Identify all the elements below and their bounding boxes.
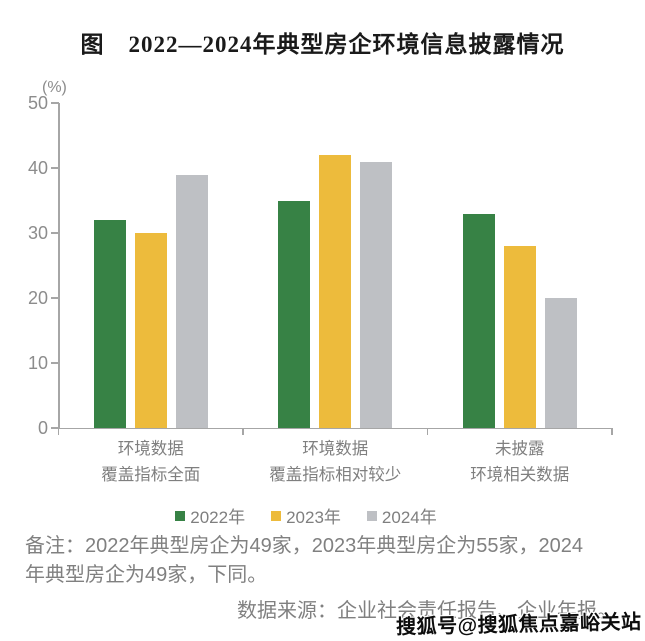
chart-note: 备注：2022年典型房企为49家，2023年典型房企为55家，2024年典型房企… — [25, 535, 583, 586]
x-axis-category-label-3: 未披露 环境相关数据 — [428, 437, 613, 488]
bar-2022年-group3 — [462, 213, 495, 428]
bar-2024年-group2 — [360, 161, 393, 428]
y-axis-tick-10 — [50, 362, 59, 364]
x-axis-tick-1 — [242, 428, 244, 435]
y-axis-tick-label-50: 50 — [27, 93, 48, 113]
x-axis-category-label-line: 覆盖指标全面 — [101, 465, 201, 484]
chart-legend: 2022年 2023年 2024年 — [0, 503, 612, 528]
y-axis-tick-30 — [50, 232, 59, 234]
y-axis-line — [58, 103, 60, 429]
y-axis-tick-label-20: 20 — [27, 288, 48, 308]
legend-swatch-icon — [175, 510, 186, 521]
bar-2024年-group3 — [544, 298, 577, 428]
y-axis-tick-label-0: 0 — [37, 418, 48, 438]
bar-2023年-group2 — [319, 155, 352, 428]
watermark-text: 搜狐号@搜狐焦点嘉峪关站 — [396, 611, 643, 639]
bar-2023年-group1 — [134, 233, 167, 428]
y-axis-tick-0 — [50, 427, 59, 429]
x-axis-category-label-line: 环境数据 — [302, 440, 369, 458]
y-axis-tick-50 — [50, 102, 59, 104]
x-axis-category-label-2: 环境数据覆盖指标相对较少 — [243, 437, 428, 488]
x-axis-category-label-1: 环境数据覆盖指标全面 — [59, 437, 244, 488]
y-axis-unit-label: (%) — [42, 79, 67, 96]
x-axis-category-label-line: 未披露 — [495, 440, 545, 458]
y-axis-tick-label-40: 40 — [27, 158, 48, 178]
y-axis-tick-label-10: 10 — [27, 353, 48, 373]
x-axis-tick-2 — [426, 428, 429, 435]
legend-label: 2023年 — [286, 508, 341, 527]
legend-item-2024年: 2024年 — [366, 503, 437, 528]
x-axis-line — [58, 427, 613, 429]
x-axis-category-label-line: 覆盖指标相对较少 — [269, 465, 402, 484]
y-axis-tick-20 — [50, 297, 59, 299]
y-axis-tick-40 — [50, 167, 59, 169]
x-axis-category-label-line: 环境相关数据 — [470, 465, 570, 484]
bar-group-1 — [59, 103, 244, 428]
chart-title: 图 2022—2024年典型房企环境信息披露情况 — [80, 32, 565, 57]
legend-swatch-icon — [366, 510, 377, 521]
legend-swatch-icon — [271, 510, 282, 521]
bar-2022年-group1 — [93, 220, 126, 428]
y-axis-tick-label-30: 30 — [27, 223, 48, 243]
legend-label: 2024年 — [381, 508, 437, 527]
bar-2023年-group3 — [503, 246, 536, 428]
legend-item-2023年: 2023年 — [271, 503, 341, 528]
bar-2022年-group2 — [278, 200, 311, 428]
legend-label: 2022年 — [190, 508, 246, 527]
bar-2024年-group1 — [175, 174, 208, 428]
data-source-text: 数据来源：企业社会责任报告、企业年报。 — [237, 600, 617, 622]
legend-item-2022年: 2022年 — [175, 503, 245, 528]
x-axis-tick-0 — [57, 428, 60, 435]
bar-group-2 — [243, 103, 428, 428]
x-axis-category-label-line: 环境数据 — [117, 440, 184, 458]
bar-group-3 — [428, 103, 613, 428]
x-axis-tick-3 — [611, 428, 613, 435]
